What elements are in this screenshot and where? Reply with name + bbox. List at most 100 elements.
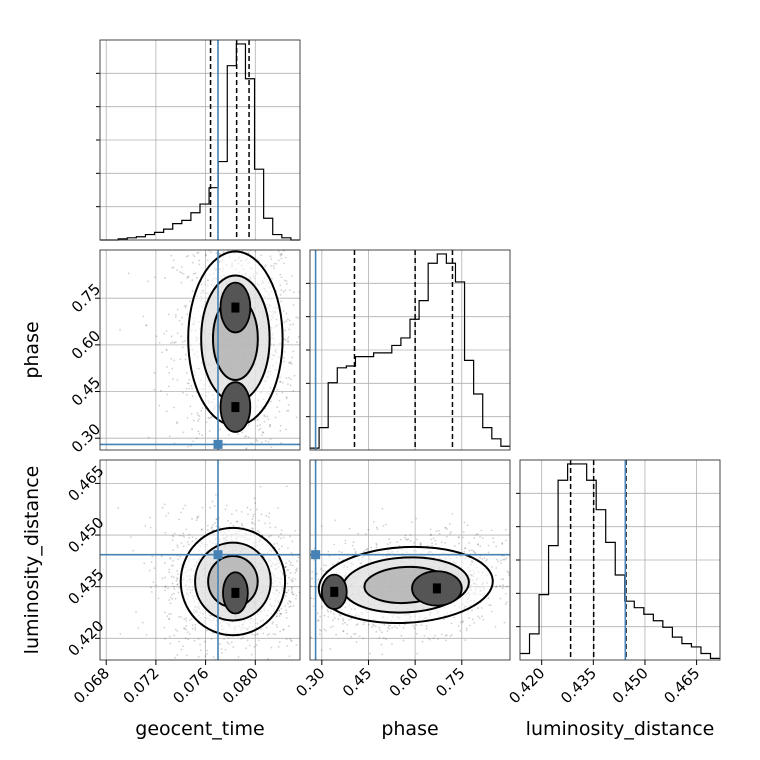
sample-point	[230, 513, 233, 516]
sample-point	[501, 543, 504, 545]
sample-point	[511, 581, 513, 583]
sample-point	[164, 277, 166, 279]
sample-point	[266, 658, 269, 660]
sample-point	[290, 362, 293, 365]
sample-point	[186, 211, 188, 213]
sample-point	[237, 475, 239, 477]
sample-point	[387, 625, 390, 627]
sample-point	[287, 547, 289, 550]
sample-point	[425, 627, 428, 630]
sample-point	[287, 340, 290, 343]
sample-point	[253, 464, 255, 466]
sample-point	[348, 618, 350, 621]
density-phase-vs-luminosity_distance	[289, 507, 649, 656]
sample-point	[647, 579, 649, 581]
sample-point	[198, 432, 201, 435]
sample-point	[193, 639, 196, 642]
sample-point	[515, 554, 517, 556]
sample-point	[253, 634, 256, 637]
sample-point	[275, 393, 278, 395]
sample-point	[318, 633, 321, 636]
sample-point	[186, 416, 189, 419]
sample-point	[444, 526, 446, 529]
sample-point	[279, 293, 282, 296]
sample-point	[461, 620, 464, 622]
sample-point	[196, 251, 199, 254]
sample-point	[208, 210, 210, 212]
sample-point	[208, 670, 210, 672]
sample-point	[302, 603, 304, 605]
sample-point	[155, 335, 158, 338]
sample-point	[181, 316, 184, 319]
sample-point	[294, 597, 297, 600]
sample-point	[185, 617, 187, 620]
sample-point	[316, 602, 318, 604]
sample-point	[273, 267, 275, 270]
sample-point	[173, 592, 175, 595]
sample-point	[142, 315, 145, 318]
sample-point	[227, 642, 230, 645]
sample-point	[319, 568, 322, 570]
sample-point	[177, 558, 180, 560]
sample-point	[289, 600, 292, 603]
sample-point	[192, 261, 195, 264]
sample-point	[420, 624, 423, 627]
sample-point	[191, 428, 193, 430]
sample-point	[227, 462, 229, 464]
sample-point	[153, 567, 156, 570]
sample-point	[176, 583, 179, 586]
sample-point	[293, 584, 295, 586]
sample-point	[427, 637, 430, 640]
sample-point	[313, 640, 315, 642]
sample-point	[244, 248, 246, 250]
sample-point	[182, 645, 184, 648]
sample-point	[283, 356, 285, 359]
sample-point	[178, 640, 181, 643]
sample-point	[293, 291, 295, 294]
sample-point	[279, 424, 282, 427]
sample-point	[189, 405, 192, 408]
sample-point	[278, 223, 280, 225]
sample-point	[257, 519, 260, 522]
sample-point	[232, 524, 235, 527]
sample-point	[477, 615, 479, 618]
sample-point	[194, 624, 197, 626]
sample-point	[184, 637, 187, 640]
sample-point	[286, 340, 289, 343]
sample-point	[257, 428, 260, 431]
sample-point	[176, 378, 179, 381]
sample-point	[358, 635, 361, 638]
sample-point	[285, 235, 287, 237]
sample-point	[179, 555, 182, 558]
sample-point	[155, 584, 158, 587]
sample-point	[290, 552, 293, 554]
sample-point	[172, 266, 175, 269]
sample-point	[280, 252, 283, 255]
sample-point	[176, 546, 179, 549]
sample-point	[405, 538, 407, 541]
sample-point	[289, 587, 291, 589]
sample-point	[250, 653, 253, 656]
sample-point	[149, 516, 151, 519]
sample-point	[203, 640, 206, 643]
sample-point	[191, 518, 193, 520]
sample-point	[224, 648, 227, 651]
sample-point	[348, 527, 351, 530]
sample-point	[210, 637, 213, 640]
sample-point	[522, 578, 524, 580]
sample-point	[172, 576, 175, 579]
sample-point	[282, 310, 285, 312]
sample-point	[382, 637, 385, 640]
sample-point	[502, 558, 505, 561]
sample-point	[257, 639, 260, 642]
sample-point	[267, 516, 270, 519]
sample-point	[289, 362, 292, 364]
x-tick-label: 0.45	[339, 664, 375, 700]
sample-point	[462, 531, 465, 533]
sample-point	[183, 618, 186, 620]
sample-point	[176, 578, 179, 580]
sample-point	[292, 577, 294, 580]
sample-point	[176, 422, 178, 425]
sample-point	[260, 234, 262, 236]
sample-point	[434, 634, 436, 637]
